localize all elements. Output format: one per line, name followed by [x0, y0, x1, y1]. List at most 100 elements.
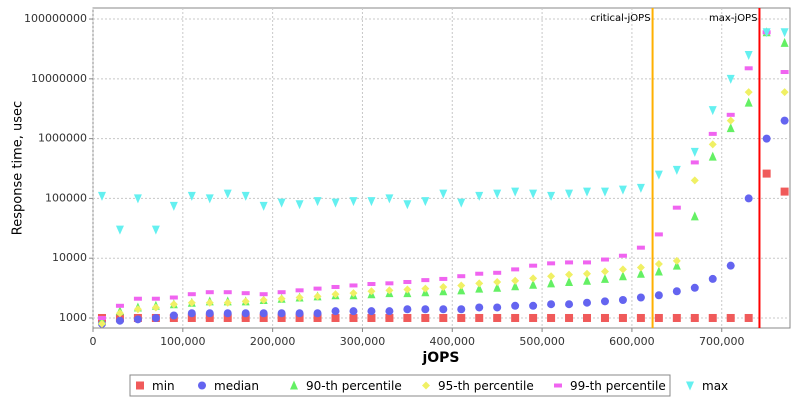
data-point — [421, 305, 430, 314]
data-point — [672, 165, 681, 175]
data-point — [690, 147, 699, 157]
data-point — [565, 189, 574, 199]
data-point — [367, 307, 376, 316]
data-point — [529, 274, 538, 283]
data-point — [169, 201, 178, 211]
data-point — [115, 303, 124, 308]
data-point — [385, 194, 394, 204]
data-point — [439, 282, 448, 291]
data-point — [331, 313, 340, 322]
data-point — [349, 283, 358, 288]
data-point — [511, 313, 520, 322]
data-point — [151, 303, 160, 312]
data-point — [313, 292, 322, 301]
data-point — [403, 313, 412, 322]
data-point — [511, 281, 520, 291]
y-tick-label: 10000000 — [31, 72, 87, 85]
data-point — [636, 245, 645, 250]
data-point — [744, 66, 753, 71]
data-point — [654, 313, 663, 322]
data-point — [313, 309, 322, 318]
legend-label: max — [702, 379, 728, 393]
data-point — [457, 274, 466, 279]
data-point — [618, 265, 627, 274]
y-tick-label: 1000000 — [38, 132, 87, 145]
data-point — [439, 276, 448, 281]
data-point — [349, 307, 358, 316]
data-point — [475, 313, 484, 322]
data-point — [690, 176, 699, 185]
data-point — [223, 309, 232, 318]
data-point — [762, 28, 771, 38]
data-point — [475, 303, 484, 312]
data-point — [97, 315, 106, 320]
data-point — [97, 191, 106, 201]
data-point — [493, 303, 502, 312]
data-point — [259, 309, 268, 318]
data-point — [313, 197, 322, 207]
data-point — [313, 313, 322, 322]
data-point — [780, 88, 789, 97]
x-tick-label: 700,000 — [699, 335, 745, 348]
data-point — [457, 281, 466, 290]
data-point — [708, 274, 717, 283]
data-point — [457, 198, 466, 208]
data-point — [529, 279, 538, 289]
data-point — [672, 287, 681, 296]
data-point — [618, 313, 627, 322]
data-point — [259, 295, 268, 304]
data-point — [636, 268, 645, 278]
data-point — [672, 260, 681, 270]
data-point — [547, 313, 556, 322]
data-point — [780, 116, 789, 125]
data-point — [654, 291, 663, 300]
data-point — [187, 313, 196, 322]
data-point — [205, 309, 214, 318]
data-point — [385, 313, 394, 322]
data-point — [493, 189, 502, 199]
data-point — [690, 283, 699, 292]
data-point — [493, 270, 502, 275]
data-point — [151, 313, 160, 322]
data-point — [529, 301, 538, 310]
data-point — [115, 316, 124, 325]
data-point — [726, 116, 735, 125]
data-point — [654, 266, 663, 276]
data-point — [295, 200, 304, 210]
reference-label: max-jOPS — [709, 13, 757, 24]
data-point — [600, 273, 609, 283]
data-point — [223, 313, 232, 322]
data-point — [565, 270, 574, 279]
data-point — [223, 189, 232, 199]
data-point — [277, 290, 286, 295]
data-point — [493, 277, 502, 286]
data-point — [169, 311, 178, 320]
y-tick-label: 100000000 — [24, 12, 87, 25]
data-point — [403, 285, 412, 294]
data-point — [403, 200, 412, 210]
data-point — [708, 131, 717, 136]
legend-label: min — [152, 379, 175, 393]
data-point — [744, 88, 753, 97]
data-point — [726, 261, 735, 270]
data-point — [547, 278, 556, 288]
legend-marker — [136, 381, 144, 390]
data-point — [493, 282, 502, 292]
data-point — [565, 313, 574, 322]
data-point — [744, 51, 753, 61]
data-point — [654, 170, 663, 180]
data-point — [511, 267, 520, 272]
data-point — [439, 313, 448, 322]
data-point — [295, 309, 304, 318]
data-point — [762, 134, 771, 143]
data-point — [744, 313, 753, 322]
data-point — [780, 28, 789, 38]
data-point — [349, 313, 358, 322]
data-point — [259, 292, 268, 297]
data-point — [780, 70, 789, 75]
data-point — [367, 287, 376, 296]
data-point — [475, 271, 484, 276]
data-point — [97, 319, 106, 328]
data-point — [600, 313, 609, 322]
data-point — [511, 301, 520, 310]
